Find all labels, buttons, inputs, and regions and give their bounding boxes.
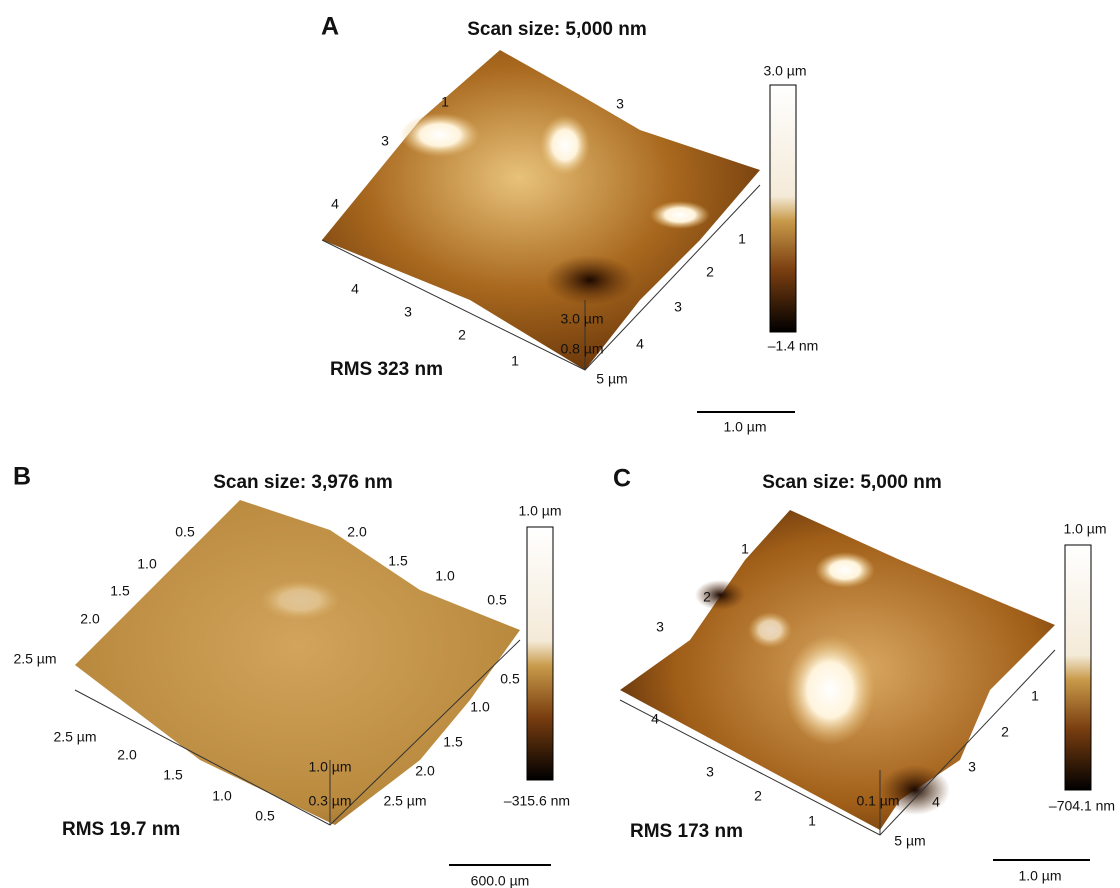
axis-label: 3 xyxy=(656,619,664,635)
axis-label: 1 xyxy=(511,353,519,369)
axis-label: 2 xyxy=(754,788,762,804)
surface-c xyxy=(620,510,1055,835)
axis-label: 2.5 µm xyxy=(383,793,426,809)
z-axis-label: 3.0 µm xyxy=(560,311,603,327)
axis-label: 1.0 xyxy=(212,788,232,804)
axis-label: 4 xyxy=(932,794,940,810)
colorbar xyxy=(527,527,553,780)
colorbar-max: 1.0 µm xyxy=(1063,521,1106,537)
axis-label: 1.5 xyxy=(388,553,408,569)
axis-label: 1 xyxy=(738,231,746,247)
figure: A Scan size: 5,000 nm RMS 323 nm 1.0 µm 3.0 … xyxy=(0,0,1120,888)
panel-title: Scan size: 5,000 nm xyxy=(467,19,647,40)
axis-label: 5 µm xyxy=(596,371,627,387)
z-axis-label: 0.3 µm xyxy=(308,793,351,809)
surface-a xyxy=(322,50,760,370)
axis-label: 0.5 xyxy=(487,592,507,608)
rms-label: RMS 173 nm xyxy=(630,821,743,842)
axis-label: 3 xyxy=(674,299,682,315)
axis-label: 5 µm xyxy=(894,833,925,849)
axis-label: 4 xyxy=(636,336,644,352)
axis-label: 3 xyxy=(381,133,389,149)
axis-label: 4 xyxy=(651,711,659,727)
colorbar-min: –315.6 nm xyxy=(504,793,570,809)
z-axis-label: 1.0 µm xyxy=(308,759,351,775)
axis-label: 2 xyxy=(703,589,711,605)
axis-label: 1.5 xyxy=(110,583,130,599)
axis-label: 1 xyxy=(441,94,449,110)
axis-label: 1.0 xyxy=(470,699,490,715)
axis-label: 1 xyxy=(808,813,816,829)
axis-label: 0.5 xyxy=(500,671,520,687)
axis-label: 3 xyxy=(706,764,714,780)
axis-label: 2.0 xyxy=(80,611,100,627)
axis-label: 2.0 xyxy=(415,763,435,779)
z-axis-label: 0.8 µm xyxy=(560,341,603,357)
colorbar-max: 3.0 µm xyxy=(763,63,806,79)
axis-label: 1.0 xyxy=(137,556,157,572)
colorbar-min: –704.1 nm xyxy=(1049,798,1115,814)
axis-label: 1 xyxy=(1031,688,1039,704)
axis-label: 1.0 xyxy=(435,568,455,584)
axis-label: 4 xyxy=(331,196,339,212)
rms-label: RMS 323 nm xyxy=(330,359,443,380)
axis-label: 2.0 xyxy=(347,524,367,540)
panel-title: Scan size: 3,976 nm xyxy=(213,472,393,493)
rms-label: RMS 19.7 nm xyxy=(62,819,180,840)
scale-bar-label: 1.0 µm xyxy=(723,419,766,435)
z-axis-label: 0.1 µm xyxy=(856,793,899,809)
axis-label: 1.5 xyxy=(163,767,183,783)
axis-label: 0.5 xyxy=(255,808,275,824)
axis-label: 3 xyxy=(404,304,412,320)
panel-letter: C xyxy=(613,465,631,493)
axis-label: 2.0 xyxy=(117,747,137,763)
surface-b xyxy=(75,500,520,825)
axis-label: 2 xyxy=(706,264,714,280)
scale-bar-label: 1.0 µm xyxy=(1018,868,1061,884)
panel-title: Scan size: 5,000 nm xyxy=(762,472,942,493)
axis-label: 3 xyxy=(616,96,624,112)
colorbar xyxy=(770,85,796,332)
axis-label: 4 xyxy=(351,281,359,297)
scale-bar-label: 600.0 µm xyxy=(471,873,530,888)
axis-label: 0.5 xyxy=(175,524,195,540)
colorbar-max: 1.0 µm xyxy=(518,503,561,519)
axis-label: 1.5 xyxy=(443,734,463,750)
axis-label: 2.5 µm xyxy=(13,651,56,667)
colorbar-min: –1.4 nm xyxy=(768,338,819,354)
axis-label: 2.5 µm xyxy=(53,729,96,745)
axis-label: 2 xyxy=(458,327,466,343)
axis-label: 3 xyxy=(968,759,976,775)
axis-label: 2 xyxy=(1001,724,1009,740)
panel-letter: B xyxy=(13,463,31,491)
axis-label: 1 xyxy=(741,541,749,557)
colorbar xyxy=(1065,545,1091,790)
panel-letter: A xyxy=(321,13,339,41)
